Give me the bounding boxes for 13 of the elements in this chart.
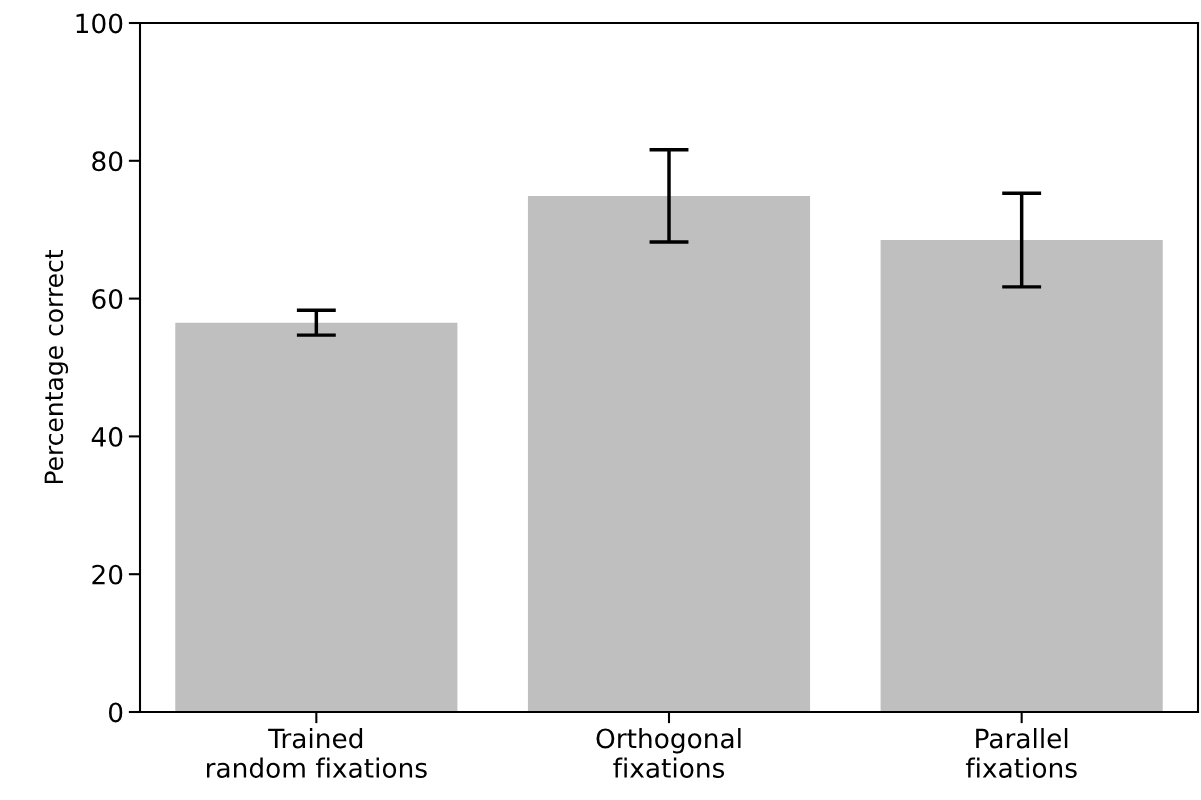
bar [527, 195, 811, 712]
y-tick-label: 80 [92, 151, 123, 172]
x-tick-label: Orthogonal fixations [596, 727, 741, 778]
bar [880, 240, 1163, 712]
y-tick-label: 0 [108, 702, 123, 723]
x-tick-label: Parallel fixations [965, 727, 1077, 778]
y-axis-title: Percentage correct [44, 250, 69, 484]
x-tick-label: Trained random fixations [207, 727, 427, 778]
bar [175, 322, 458, 712]
y-tick-label: 20 [92, 564, 123, 585]
y-tick-label: 60 [92, 289, 123, 309]
y-tick-label: 100 [76, 13, 123, 34]
y-tick-label: 40 [91, 426, 123, 447]
